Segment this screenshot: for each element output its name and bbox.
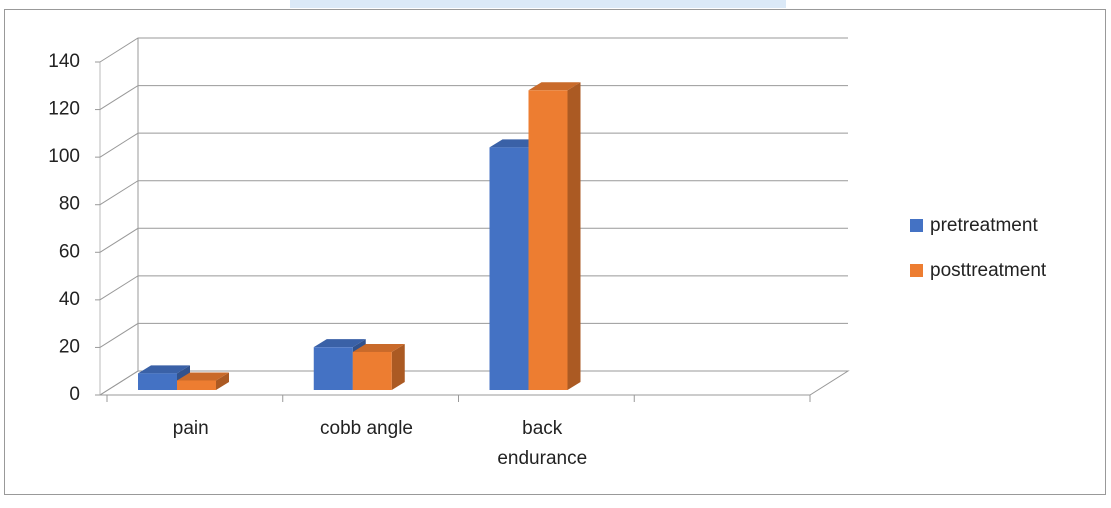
- bar-top: [352, 343, 405, 352]
- grid-line: [99, 227, 848, 253]
- bar-side: [391, 343, 405, 390]
- bar-side: [567, 82, 581, 391]
- x-tick-label: cobb angle: [320, 418, 413, 439]
- grid-line: [99, 275, 848, 301]
- legend-label: pretreatment: [930, 215, 1038, 236]
- x-tick-label: back endurance: [497, 418, 587, 469]
- bar-top: [528, 82, 581, 91]
- grid-line: [99, 85, 848, 110]
- grid-line: [99, 37, 848, 63]
- bar: [528, 90, 568, 391]
- y-tick-label: 40: [59, 289, 80, 310]
- y-tick-label: 120: [48, 99, 80, 120]
- y-tick-label: 80: [59, 194, 80, 215]
- bar: [489, 147, 529, 390]
- grid-line: [99, 370, 848, 396]
- grid-line: [99, 132, 848, 158]
- legend-swatch: [910, 219, 923, 232]
- bar: [313, 347, 353, 390]
- legend-swatch: [910, 264, 923, 277]
- title-banner: [290, 0, 786, 8]
- y-tick-label: 60: [59, 241, 80, 262]
- grid-line: [99, 180, 848, 206]
- bar: [138, 373, 177, 390]
- frame: [4, 9, 1106, 495]
- x-tick-label-line: endurance: [497, 448, 587, 469]
- bar: [177, 380, 216, 390]
- grid-line: [99, 322, 848, 348]
- y-tick-label: 100: [48, 146, 80, 167]
- x-tick-label: pain: [173, 418, 209, 439]
- x-tick-label-line: back: [522, 418, 563, 439]
- legend-label: posttreatment: [930, 260, 1047, 281]
- y-tick-label: 20: [59, 336, 80, 357]
- bar: [352, 351, 392, 390]
- y-tick-label: 140: [48, 51, 80, 72]
- y-tick-label: 0: [69, 384, 80, 405]
- bar-top: [313, 339, 366, 348]
- bar-side: [216, 372, 229, 390]
- bar-top: [138, 365, 190, 374]
- bar-top: [177, 372, 229, 381]
